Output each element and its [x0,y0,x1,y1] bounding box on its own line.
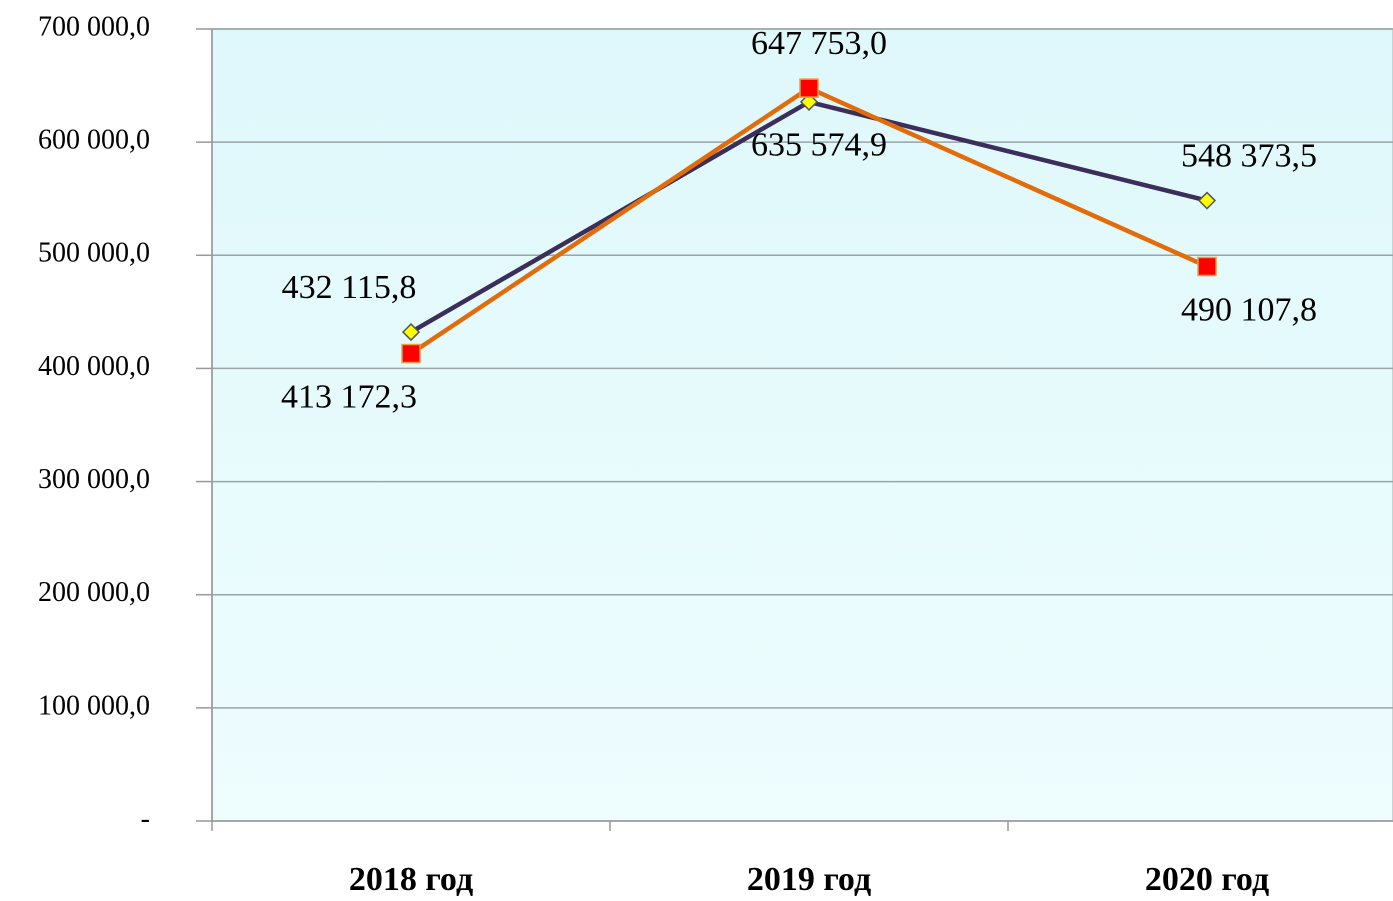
marker [401,343,421,364]
y-tick-label: 300 000,0 [38,464,150,495]
data-label: 548 373,5 [1181,137,1317,174]
y-tick-label: - [141,803,150,834]
y-tick-label: 400 000,0 [38,351,150,382]
y-tick-label: 600 000,0 [38,125,150,156]
marker [799,78,819,98]
data-label: 413 172,3 [281,378,417,415]
data-label: 432 115,8 [282,269,417,306]
data-label: 490 107,8 [1181,291,1317,328]
data-label: 647 753,0 [751,25,887,62]
marker [1197,256,1217,277]
x-tick-label: 2019 год [747,861,871,898]
y-tick-label: 100 000,0 [38,690,150,721]
data-label: 635 574,9 [751,127,887,164]
marker [401,323,421,342]
marker [799,92,819,111]
y-tick-label: 700 000,0 [38,11,150,42]
x-tick-label: 2018 год [349,861,473,898]
marker [1197,191,1217,210]
x-tick-label: 2020 год [1145,861,1269,898]
plot-area [211,28,1393,822]
y-tick-label: 500 000,0 [38,238,150,269]
y-tick-label: 200 000,0 [38,577,150,608]
